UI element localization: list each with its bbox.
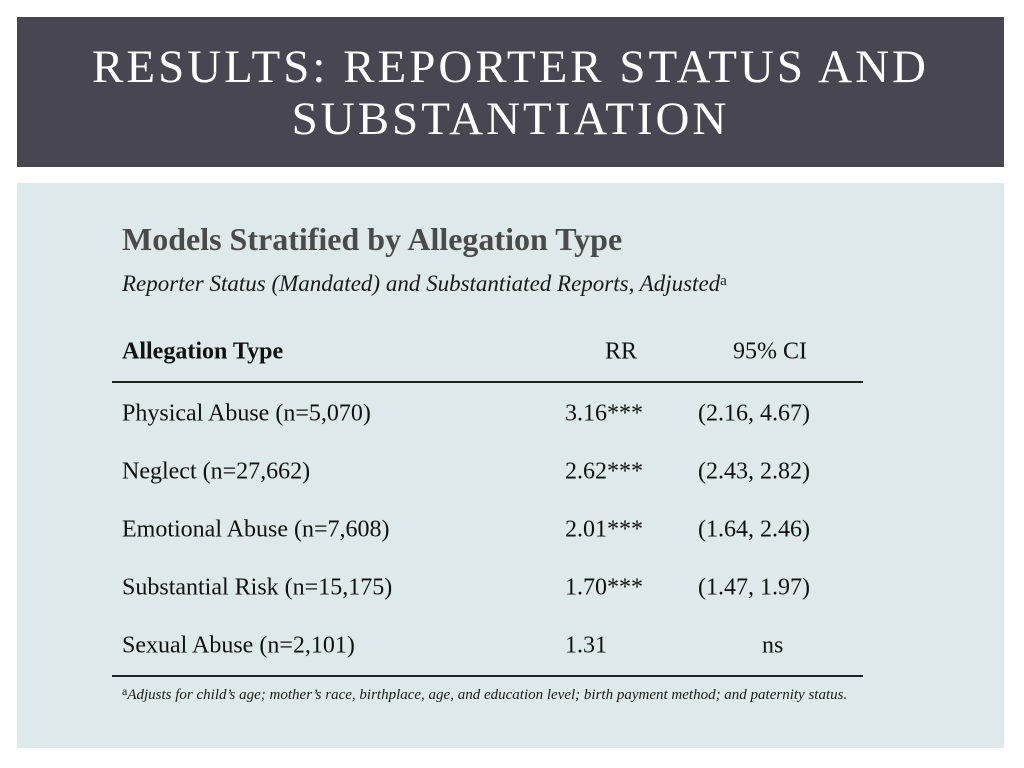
row-rr: 1.31 <box>565 632 607 659</box>
table-row: Sexual Abuse (n=2,101) 1.31 ns <box>112 617 863 675</box>
row-allegation-type: Sexual Abuse (n=2,101) <box>122 632 355 659</box>
row-ci: (2.43, 2.82) <box>698 458 810 485</box>
section-subheading: Reporter Status (Mandated) and Substanti… <box>122 271 727 297</box>
table-row: Substantial Risk (n=15,175) 1.70*** (1.4… <box>112 559 863 617</box>
content-panel: Models Stratified by Allegation Type Rep… <box>17 183 1004 748</box>
table-row: Emotional Abuse (n=7,608) 2.01*** (1.64,… <box>112 501 863 559</box>
header-ci: 95% CI <box>733 338 807 365</box>
section-heading: Models Stratified by Allegation Type <box>122 221 623 257</box>
row-ci: (1.47, 1.97) <box>698 574 810 601</box>
footnote-text: Adjusts for child’s age; mother’s race, … <box>127 687 848 703</box>
header-rr: RR <box>605 338 638 365</box>
table-row: Physical Abuse (n=5,070) 3.16*** (2.16, … <box>112 385 863 443</box>
row-ci: ns <box>762 632 784 659</box>
row-rr: 2.62*** <box>565 458 643 485</box>
row-ci: (1.64, 2.46) <box>698 516 810 543</box>
table-footnote: aAdjusts for child’s age; mother’s race,… <box>122 681 852 706</box>
slide-title: RESULTS: REPORTER STATUS AND SUBSTANTIAT… <box>92 41 929 145</box>
subheading-text: Reporter Status (Mandated) and Substanti… <box>122 271 721 296</box>
row-allegation-type: Emotional Abuse (n=7,608) <box>122 516 390 543</box>
table-body: Physical Abuse (n=5,070) 3.16*** (2.16, … <box>112 383 863 675</box>
row-rr: 3.16*** <box>565 400 643 427</box>
results-table: Allegation Type RR 95% CI Physical Abuse… <box>112 323 863 677</box>
footnote-marker: a <box>122 684 128 698</box>
row-ci: (2.16, 4.67) <box>698 400 810 427</box>
table-bottom-rule <box>112 675 863 677</box>
row-allegation-type: Physical Abuse (n=5,070) <box>122 400 371 427</box>
table-header-row: Allegation Type RR 95% CI <box>112 323 863 381</box>
row-rr: 2.01*** <box>565 516 643 543</box>
row-rr: 1.70*** <box>565 574 643 601</box>
header-allegation-type: Allegation Type <box>122 338 284 365</box>
title-bar: RESULTS: REPORTER STATUS AND SUBSTANTIAT… <box>17 17 1004 167</box>
table-top-rule <box>112 381 863 383</box>
table-row: Neglect (n=27,662) 2.62*** (2.43, 2.82) <box>112 443 863 501</box>
row-allegation-type: Substantial Risk (n=15,175) <box>122 574 393 601</box>
row-allegation-type: Neglect (n=27,662) <box>122 458 311 485</box>
subheading-footnote-marker: a <box>720 273 727 289</box>
